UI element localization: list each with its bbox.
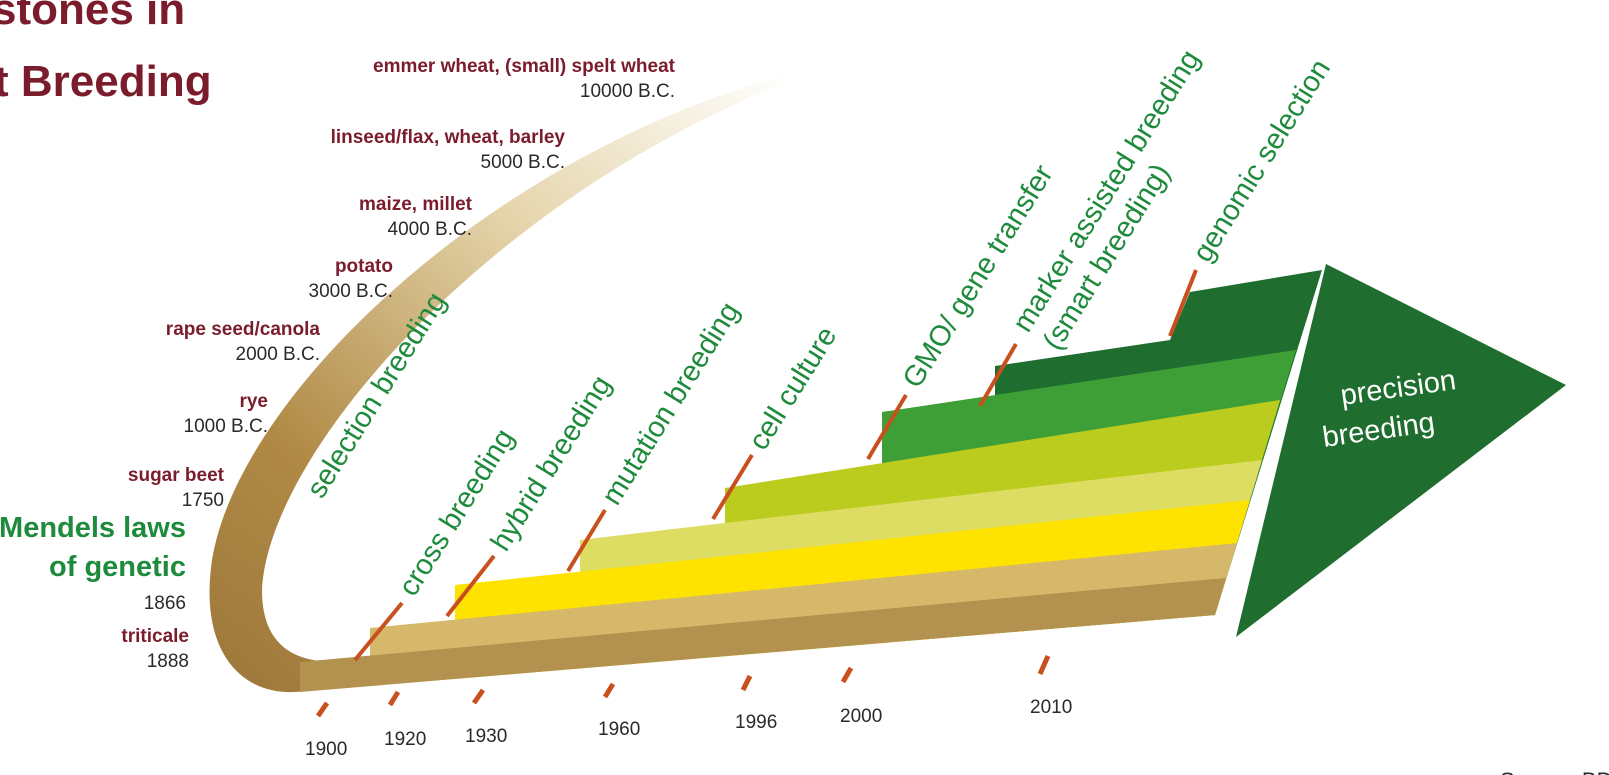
date-label: 4000 B.C. [388, 219, 473, 240]
year-tick [743, 676, 750, 690]
method-label: cell culture [743, 321, 844, 456]
crop-label: linseed/flax, wheat, barley [331, 127, 566, 148]
year-label: 1996 [735, 712, 777, 733]
year-label: 1960 [598, 719, 640, 740]
year-label: 2000 [840, 706, 882, 727]
date-label: 1000 B.C. [184, 416, 269, 437]
crop-label: emmer wheat, (small) spelt wheat [373, 56, 676, 77]
year-tick [318, 703, 327, 716]
crop-label: rye [239, 391, 268, 412]
title: stones in [0, 0, 185, 34]
crop-label: maize, millet [359, 194, 473, 215]
date-label: 1750 [182, 490, 224, 511]
crop-label: sugar beet [128, 465, 225, 486]
date-label: 1866 [144, 593, 186, 614]
date-label: 3000 B.C. [309, 281, 394, 302]
year-label: 1930 [465, 726, 507, 747]
crop-label: triticale [121, 626, 189, 647]
title: t Breeding [0, 57, 212, 106]
crop-label: rape seed/canola [166, 319, 321, 340]
year-label: 1900 [305, 739, 347, 760]
source: Source: BDP [1500, 768, 1609, 775]
date-label: 2000 B.C. [236, 344, 321, 365]
mendel-label: of genetic [49, 551, 186, 583]
year-label: 1920 [384, 729, 426, 750]
year-tick [605, 684, 613, 697]
milestones-diagram: stones in t Breeding emmer wheat, (small) … [0, 0, 1609, 775]
date-label: 5000 B.C. [481, 152, 566, 173]
date-label: 10000 B.C. [580, 81, 675, 102]
method-label: genomic selection [1187, 54, 1337, 268]
method-label: mutation breeding [596, 297, 746, 511]
year-tick [843, 668, 851, 682]
date-label: 1888 [147, 651, 189, 672]
year-tick [390, 692, 398, 705]
year-tick [1040, 656, 1048, 674]
mendel-label: Mendels laws [0, 512, 186, 544]
year-tick [474, 690, 483, 703]
crop-label: potato [335, 256, 393, 277]
year-label: 2010 [1030, 697, 1072, 718]
